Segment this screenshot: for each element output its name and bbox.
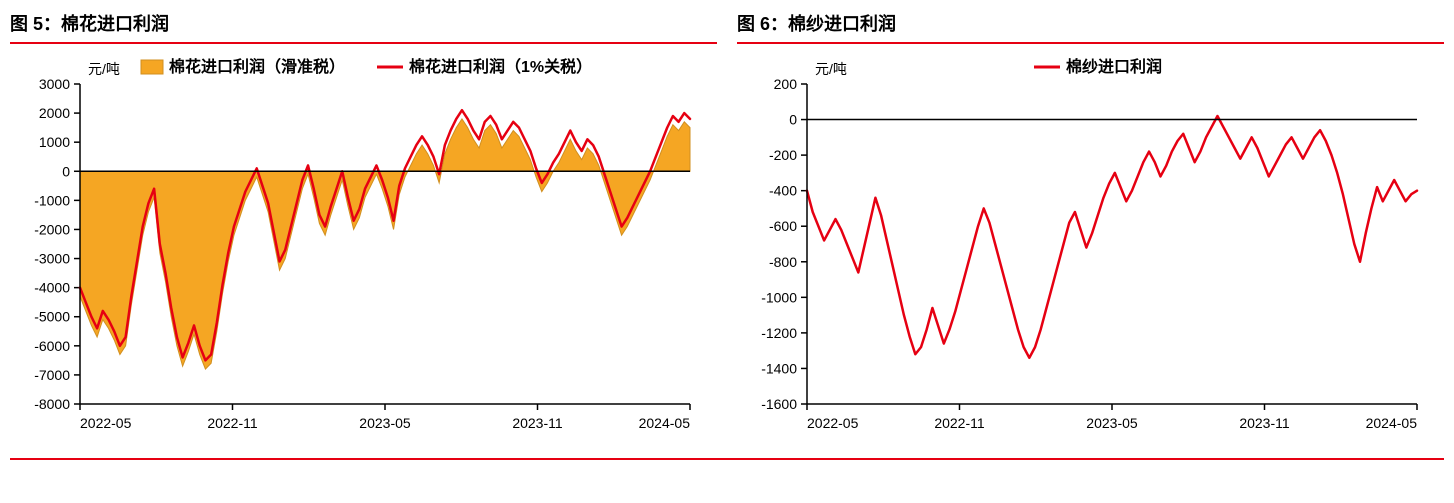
chart-panel-left: 图 5：棉花进口利润 -8000 -7000 -6000 -5000 -4000 -300…	[10, 10, 717, 454]
svg-text:-6000: -6000	[34, 338, 70, 354]
svg-text:2000: 2000	[39, 105, 70, 121]
svg-text:2024-05: 2024-05	[1366, 415, 1418, 431]
bottom-rule	[10, 458, 1444, 460]
svg-text:-600: -600	[769, 218, 797, 234]
svg-text:2023-05: 2023-05	[359, 415, 411, 431]
svg-text:2023-05: 2023-05	[1086, 415, 1138, 431]
chart-title-right: 图 6：棉纱进口利润	[737, 10, 1444, 44]
svg-text:0: 0	[62, 163, 70, 179]
svg-text:2022-11: 2022-11	[207, 415, 258, 431]
svg-text:-5000: -5000	[34, 309, 70, 325]
svg-text:棉花进口利润（1%关税）: 棉花进口利润（1%关税）	[409, 57, 592, 76]
charts-row: 图 5：棉花进口利润 -8000-7000-6000-5000-4000-300…	[10, 10, 1444, 454]
svg-text:-1000: -1000	[34, 192, 70, 208]
svg-text:-8000: -8000	[34, 396, 70, 412]
svg-text:-800: -800	[769, 254, 797, 270]
svg-text:-1600: -1600	[761, 396, 797, 412]
svg-text:2022-05: 2022-05	[807, 415, 859, 431]
svg-text:-400: -400	[769, 183, 797, 199]
svg-text:200: 200	[774, 76, 798, 92]
svg-text:-1200: -1200	[761, 325, 797, 341]
svg-text:2024-05: 2024-05	[639, 415, 691, 431]
svg-text:-4000: -4000	[34, 280, 70, 296]
svg-text:-200: -200	[769, 147, 797, 163]
svg-text:2022-11: 2022-11	[934, 415, 985, 431]
svg-text:0: 0	[789, 112, 797, 128]
chart-title-left: 图 5：棉花进口利润	[10, 10, 717, 44]
svg-text:-1000: -1000	[761, 289, 797, 305]
svg-text:-3000: -3000	[34, 251, 70, 267]
svg-text:-2000: -2000	[34, 221, 70, 237]
svg-text:3000: 3000	[39, 76, 70, 92]
svg-text:-7000: -7000	[34, 367, 70, 383]
svg-text:2023-11: 2023-11	[1239, 415, 1290, 431]
chart-right: -1600 -1400 -1200 -1000 -800 -600 -400 -200 0 200…	[737, 54, 1444, 454]
chart-left: -8000 -7000 -6000 -5000 -4000 -3000 -2000 -1000…	[10, 54, 717, 454]
svg-text:2022-05: 2022-05	[80, 415, 132, 431]
svg-text:2023-11: 2023-11	[512, 415, 563, 431]
svg-text:棉花进口利润（滑准税）: 棉花进口利润（滑准税）	[169, 57, 345, 76]
svg-text:元/吨: 元/吨	[88, 61, 120, 77]
chart-panel-right: 图 6：棉纱进口利润 -1600-1400-1200-1000-800-600-…	[737, 10, 1444, 454]
svg-text:元/吨: 元/吨	[815, 61, 847, 77]
svg-text:1000: 1000	[39, 134, 70, 150]
svg-text:-1400: -1400	[761, 360, 797, 376]
svg-text:棉纱进口利润: 棉纱进口利润	[1066, 57, 1162, 76]
